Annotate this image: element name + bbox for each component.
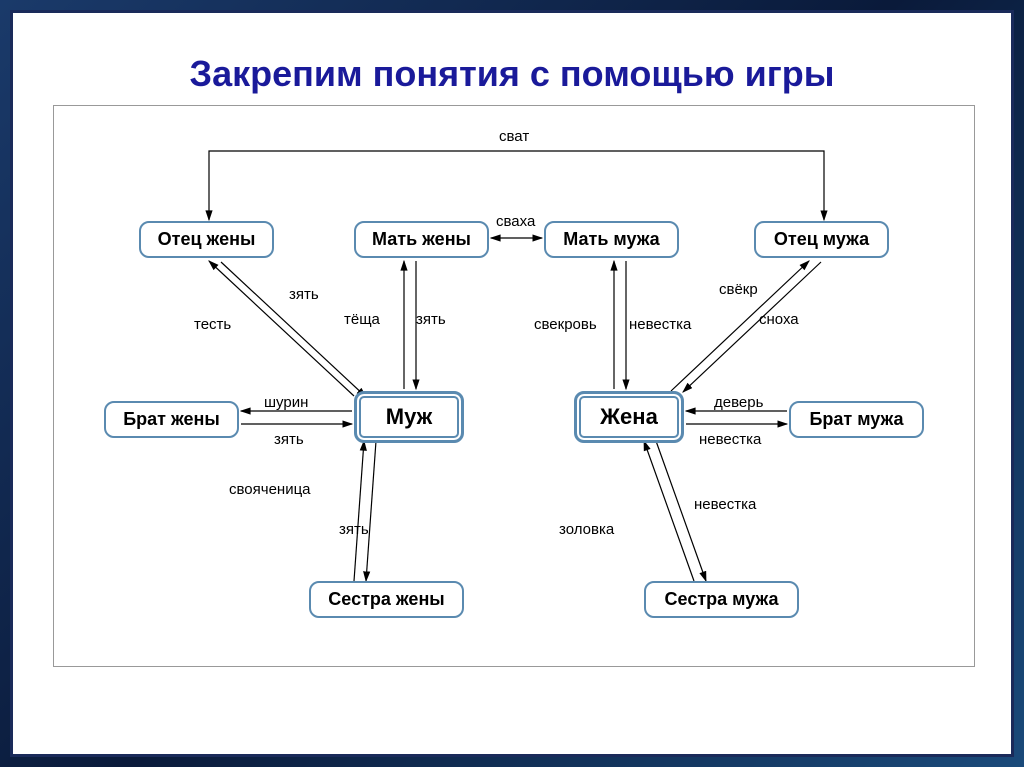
edge-label-svoyach: свояченица — [229, 481, 311, 498]
edge-label-teshcha: тёща — [344, 311, 380, 328]
edge-label-nevestka3: невестка — [694, 496, 756, 513]
inner-frame: Закрепим понятия с помощью игры Отец жен… — [10, 10, 1014, 757]
edge-label-nevestka1: невестка — [629, 316, 691, 333]
node-sister_husb: Сестра мужа — [644, 581, 799, 618]
edge-label-test: тесть — [194, 316, 231, 333]
edge-label-dever: деверь — [714, 394, 763, 411]
node-father_husb: Отец мужа — [754, 221, 889, 258]
edge-label-shurin: шурин — [264, 394, 308, 411]
edge-label-svekr: свёкр — [719, 281, 758, 298]
node-wife: Жена — [574, 391, 684, 443]
page-title: Закрепим понятия с помощью игры — [53, 53, 971, 95]
edge-label-zyat2: зять — [416, 311, 446, 328]
edge-label-svakha: сваха — [496, 213, 535, 230]
node-mother_wife: Мать жены — [354, 221, 489, 258]
edge-label-svekrov: свекровь — [534, 316, 597, 333]
edge-label-zyat1: зять — [289, 286, 319, 303]
node-sister_wife: Сестра жены — [309, 581, 464, 618]
node-brother_wife: Брат жены — [104, 401, 239, 438]
node-father_wife: Отец жены — [139, 221, 274, 258]
edge-label-nevestka2: невестка — [699, 431, 761, 448]
outer-frame: Закрепим понятия с помощью игры Отец жен… — [0, 0, 1024, 767]
node-mother_husb: Мать мужа — [544, 221, 679, 258]
edge-label-zyat3: зять — [274, 431, 304, 448]
diagram-canvas: Отец жены Мать жены Мать мужа Отец мужа Брат… — [53, 105, 975, 667]
arrows-layer — [54, 106, 974, 666]
edge-label-zyat4: зять — [339, 521, 369, 538]
edge-label-svat: сват — [499, 128, 529, 145]
node-husband: Муж — [354, 391, 464, 443]
edge-label-zolovka: золовка — [559, 521, 614, 538]
node-brother_husb: Брат мужа — [789, 401, 924, 438]
edge-label-snokha: сноха — [759, 311, 799, 328]
